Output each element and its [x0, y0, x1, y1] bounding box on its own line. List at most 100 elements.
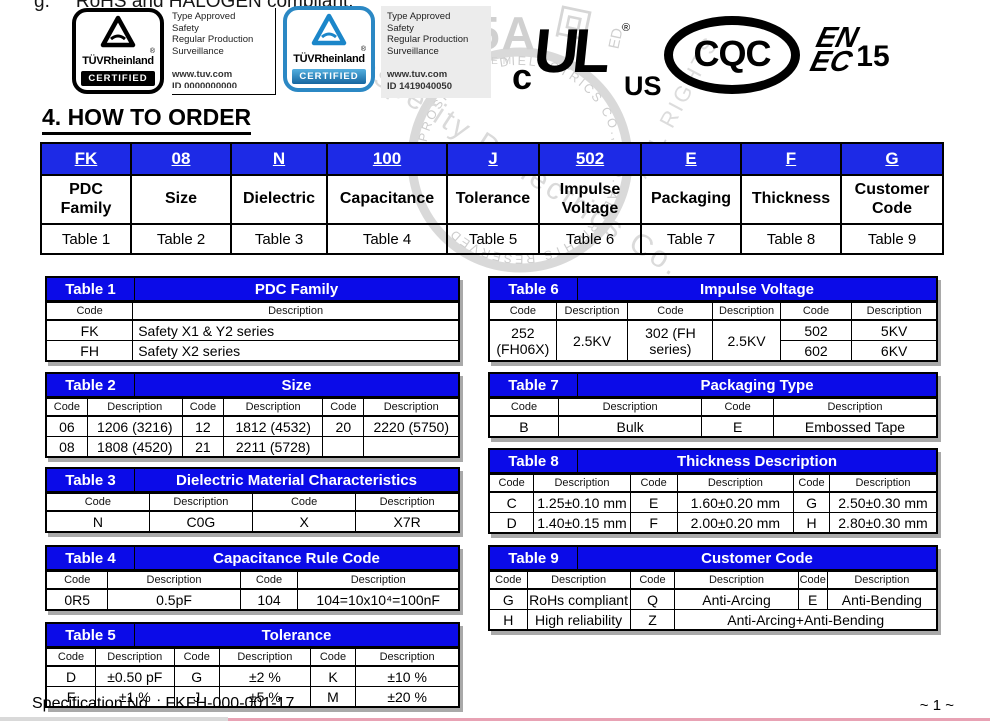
tuv-line: Regular Production [387, 34, 469, 45]
table-title: Impulse Voltage [700, 280, 814, 298]
col-header: Code [239, 571, 299, 590]
col-header: Code [488, 474, 535, 493]
code-cell: 08 [45, 436, 88, 458]
order-ref-cell: Table 5 [446, 223, 540, 255]
col-header: Code [45, 571, 109, 590]
code-cell: G [488, 588, 528, 610]
tuv-url: www.tuv.com [387, 69, 448, 80]
order-code-cell: N [230, 142, 328, 176]
table-header: Table 5 Tolerance [45, 622, 460, 648]
col-header: Code [797, 571, 828, 590]
order-code-cell: 100 [326, 142, 448, 176]
order-code-cell: F [740, 142, 842, 176]
table-title: Dielectric Material Characteristics [176, 471, 417, 489]
table-header: Table 3 Dielectric Material Characterist… [45, 467, 460, 493]
table-row: 602 6KV [489, 340, 938, 362]
col-header: Code [629, 571, 676, 590]
order-ref-cell: Table 1 [40, 223, 132, 255]
desc-cell [363, 436, 460, 458]
order-label-cell: Capacitance [326, 174, 448, 225]
ul-recognized-mark: c UL ® US [512, 17, 662, 104]
page-number: ~ 1 ~ [919, 697, 954, 714]
table-name: Table 7 [490, 374, 578, 396]
table-2-size: Table 2 Size Code Description Code Descr… [45, 372, 460, 458]
certified-banner: CERTIFIED [292, 69, 366, 84]
order-code-cell: G [840, 142, 944, 176]
tuv-line: Safety [387, 22, 414, 34]
code-cell: G [173, 665, 220, 687]
code-cell: 502 [779, 319, 853, 341]
col-header: Description [674, 571, 799, 590]
order-label-cell: Customer Code [840, 174, 944, 225]
code-cell: 20 [322, 415, 365, 437]
col-header: Code [488, 571, 528, 590]
col-header: Description [132, 302, 460, 321]
table-row: F ±1 % J ±5 % M ±20 % [45, 686, 460, 708]
footer-divider-gray [0, 717, 228, 721]
enec-line2: EC [807, 46, 856, 78]
code-cell: H [793, 512, 830, 534]
table-6-impulse-voltage: Table 6 Impulse Voltage Code Description… [488, 276, 938, 362]
order-refs-row: Table 1 Table 2 Table 3 Table 4 Table 5 … [40, 223, 944, 255]
desc-cell: 2220 (5750) [363, 415, 460, 437]
desc-cell: High reliability [526, 609, 631, 631]
code-cell: K [309, 665, 357, 687]
order-code-cell: E [640, 142, 742, 176]
order-code-cell: 08 [130, 142, 232, 176]
column-header-row: Code Description Code Description Code D… [488, 571, 938, 590]
table-title: Capacitance Rule Code [213, 549, 380, 567]
code-cell: E [629, 491, 678, 513]
col-header: Code [793, 474, 830, 493]
order-code-cell: FK [40, 142, 132, 176]
registered-mark-icon: ® [622, 22, 631, 34]
code-cell: 0R5 [45, 588, 109, 611]
col-header: Description [676, 474, 795, 493]
section-title: 4. HOW TO ORDER [42, 104, 252, 135]
ul-canada-letter: c [512, 56, 533, 97]
tuv-triangle-icon [100, 15, 136, 48]
desc-cell: 1812 (4532) [223, 415, 324, 437]
tuv-badge-blue: TÜVRheinland ® CERTIFIED [283, 6, 375, 92]
table-title: PDC Family [254, 280, 339, 298]
order-ref-cell: Table 8 [740, 223, 842, 255]
desc-cell: 1.60±0.20 mm [676, 491, 795, 513]
col-header: Description [526, 571, 631, 590]
tuv-line: Surveillance [172, 45, 224, 57]
enec-letters: EN EC [807, 22, 861, 78]
table-row: FK Safety X1 & Y2 series [45, 319, 460, 341]
table-header: Table 2 Size [45, 372, 460, 398]
desc-cell: 2.50±0.30 mm [828, 491, 938, 513]
tuv-approval-text: Type Approved Safety Regular Production … [172, 8, 276, 95]
table-row: G RoHs compliant Q Anti-Arcing E Anti-Be… [488, 588, 938, 610]
enec-number: 15 [856, 40, 890, 73]
code-cell: C [488, 491, 535, 513]
col-header: Code [45, 648, 97, 667]
desc-cell: 6KV [851, 340, 938, 362]
code-cell: Q [629, 588, 676, 610]
table-name: Table 9 [490, 547, 578, 569]
col-header: Code [181, 398, 225, 417]
col-header: Description [363, 398, 460, 417]
desc-cell: 2.00±0.20 mm [676, 512, 795, 534]
tuv-brand-text: TÜVRheinland [287, 53, 371, 65]
table-9-customer-code: Table 9 Customer Code Code Description C… [488, 545, 938, 631]
col-header: Code [322, 398, 365, 417]
col-header: Description [851, 302, 938, 321]
desc-cell: Safety X1 & Y2 series [132, 319, 460, 341]
col-header: Code [45, 398, 88, 417]
col-header: Code [309, 648, 357, 667]
specification-number: Specification No. : FKFH-000-001-17 [32, 695, 295, 712]
tuv-id: ID 0000000000 [172, 80, 237, 88]
tuv-rheinland-blue-logo: TÜVRheinland ® CERTIFIED Type Approved S… [283, 6, 491, 98]
column-header-row: Code Description Code Description [488, 398, 938, 417]
desc-cell: 2.80±0.30 mm [828, 512, 938, 534]
table-1-pdc-family: Table 1 PDC Family Code Description FK S… [45, 276, 460, 362]
order-codes-row: FK 08 N 100 J 502 E F G [40, 142, 944, 176]
desc-cell: ±20 % [355, 686, 460, 708]
column-header-row: Code Description Code Description Code D… [488, 474, 938, 493]
code-cell: J [173, 686, 220, 708]
col-header: Description [223, 398, 324, 417]
table-row: B Bulk E Embossed Tape [488, 415, 938, 438]
order-labels-row: PDC Family Size Dielectric Capacitance T… [40, 174, 944, 225]
